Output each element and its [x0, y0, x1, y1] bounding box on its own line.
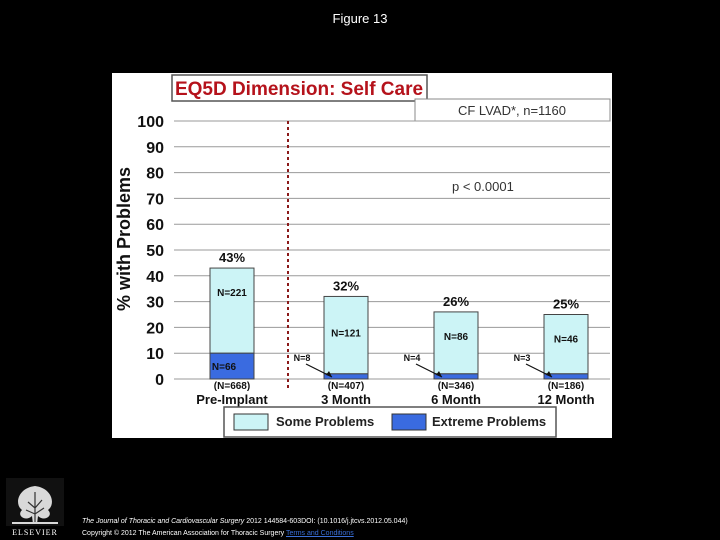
- bar-extreme-problems: [543, 373, 589, 380]
- legend: Some Problems Extreme Problems: [223, 406, 557, 438]
- bar-total-label: 25%: [553, 297, 579, 312]
- y-tick-label: 100: [137, 114, 164, 131]
- y-tick-label: 30: [146, 295, 164, 312]
- bar-extreme-label: N=8: [294, 353, 311, 363]
- x-category-n: (N=668): [214, 381, 250, 392]
- copyright-line: Copyright © 2012 The American Associatio…: [82, 528, 682, 540]
- legend-label-some-problems: Some Problems: [276, 414, 374, 429]
- bar-some-problems: [433, 311, 479, 375]
- grid-lines: [174, 120, 610, 380]
- bar-total-label: 43%: [219, 250, 245, 265]
- publisher-name: ELSEVIER: [12, 528, 58, 537]
- x-category-label: 12 Month: [537, 392, 594, 407]
- figure-footer: The Journal of Thoracic and Cardiovascul…: [82, 516, 682, 540]
- citation-text: 2012 144584-603DOI: (10.1016/j.jtcvs.201…: [244, 518, 408, 525]
- x-category-labels: (N=668)Pre-Implant (N=407)3 Month (N=346)6…: [196, 381, 594, 407]
- y-tick-label: 90: [146, 140, 164, 157]
- bar-some-label: N=221: [217, 288, 247, 299]
- y-tick-label: 20: [146, 320, 164, 337]
- chart-panel: EQ5D Dimension: Self Care CF LVAD*, n=11…: [112, 73, 612, 438]
- copyright-text: Copyright © 2012 The American Associatio…: [82, 530, 285, 537]
- legend-swatch-some-problems: [233, 413, 269, 431]
- tree-icon: [6, 478, 64, 526]
- chart: EQ5D Dimension: Self Care CF LVAD*, n=11…: [114, 74, 611, 438]
- chart-title-box: [171, 74, 428, 102]
- figure-title: Figure 13: [332, 11, 388, 26]
- legend-swatch-extreme-problems: [391, 413, 427, 431]
- x-category-n: (N=346): [438, 381, 474, 392]
- legend-box: [223, 406, 557, 438]
- legend-label-extreme-problems: Extreme Problems: [432, 414, 546, 429]
- y-tick-label: 60: [146, 217, 164, 234]
- citation-line: The Journal of Thoracic and Cardiovascul…: [82, 516, 682, 528]
- bar-some-problems: [543, 314, 589, 375]
- journal-name: The Journal of Thoracic and Cardiovascul…: [82, 518, 245, 525]
- x-category-label: 6 Month: [431, 392, 481, 407]
- arrow-head-icon: [436, 371, 442, 377]
- y-tick-label: 50: [146, 243, 164, 260]
- arrow-head-icon: [326, 371, 332, 377]
- bar-extreme-label: N=66: [212, 362, 237, 373]
- bar-some-label: N=121: [331, 328, 361, 339]
- bar-some-problems: [209, 267, 255, 354]
- bar-labels: 43% N=221 N=66 32% N=121 N=8 26% N=86 N=4 25% N=46…: [212, 250, 579, 378]
- terms-link[interactable]: Terms and Conditions: [286, 530, 354, 537]
- x-category-label: 3 Month: [321, 392, 371, 407]
- x-category-n: (N=407): [328, 381, 364, 392]
- publisher-logo: ELSEVIER: [6, 478, 64, 538]
- bar-some-problems: [323, 295, 369, 375]
- bar-extreme-problems: [209, 352, 255, 380]
- y-tick-label: 0: [155, 372, 164, 389]
- y-tick-label: 40: [146, 269, 164, 286]
- arrow-head-icon: [546, 371, 552, 377]
- y-tick-label: 80: [146, 166, 164, 183]
- y-axis-label: % with Problems: [114, 167, 134, 311]
- bar-extreme-label: N=3: [514, 353, 531, 363]
- bar-extreme-problems: [433, 373, 479, 380]
- y-tick-label: 70: [146, 191, 164, 208]
- y-tick-labels: 0 10 20 30 40 50 60 70 80 90 100: [137, 114, 164, 389]
- x-category-n: (N=186): [548, 381, 584, 392]
- x-category-label: Pre-Implant: [196, 392, 268, 407]
- p-value-annotation: p < 0.0001: [452, 179, 514, 194]
- bar-extreme-problems: [323, 373, 369, 380]
- chart-subtitle: CF LVAD*, n=1160: [458, 103, 566, 118]
- bar-some-label: N=46: [554, 335, 579, 346]
- bar-total-label: 32%: [333, 278, 359, 293]
- chart-title: EQ5D Dimension: Self Care: [175, 79, 423, 100]
- bar-some-label: N=86: [444, 332, 469, 343]
- bar-total-label: 26%: [443, 294, 469, 309]
- bar-extreme-label: N=4: [404, 353, 421, 363]
- bars: [209, 267, 589, 380]
- y-tick-label: 10: [146, 346, 164, 363]
